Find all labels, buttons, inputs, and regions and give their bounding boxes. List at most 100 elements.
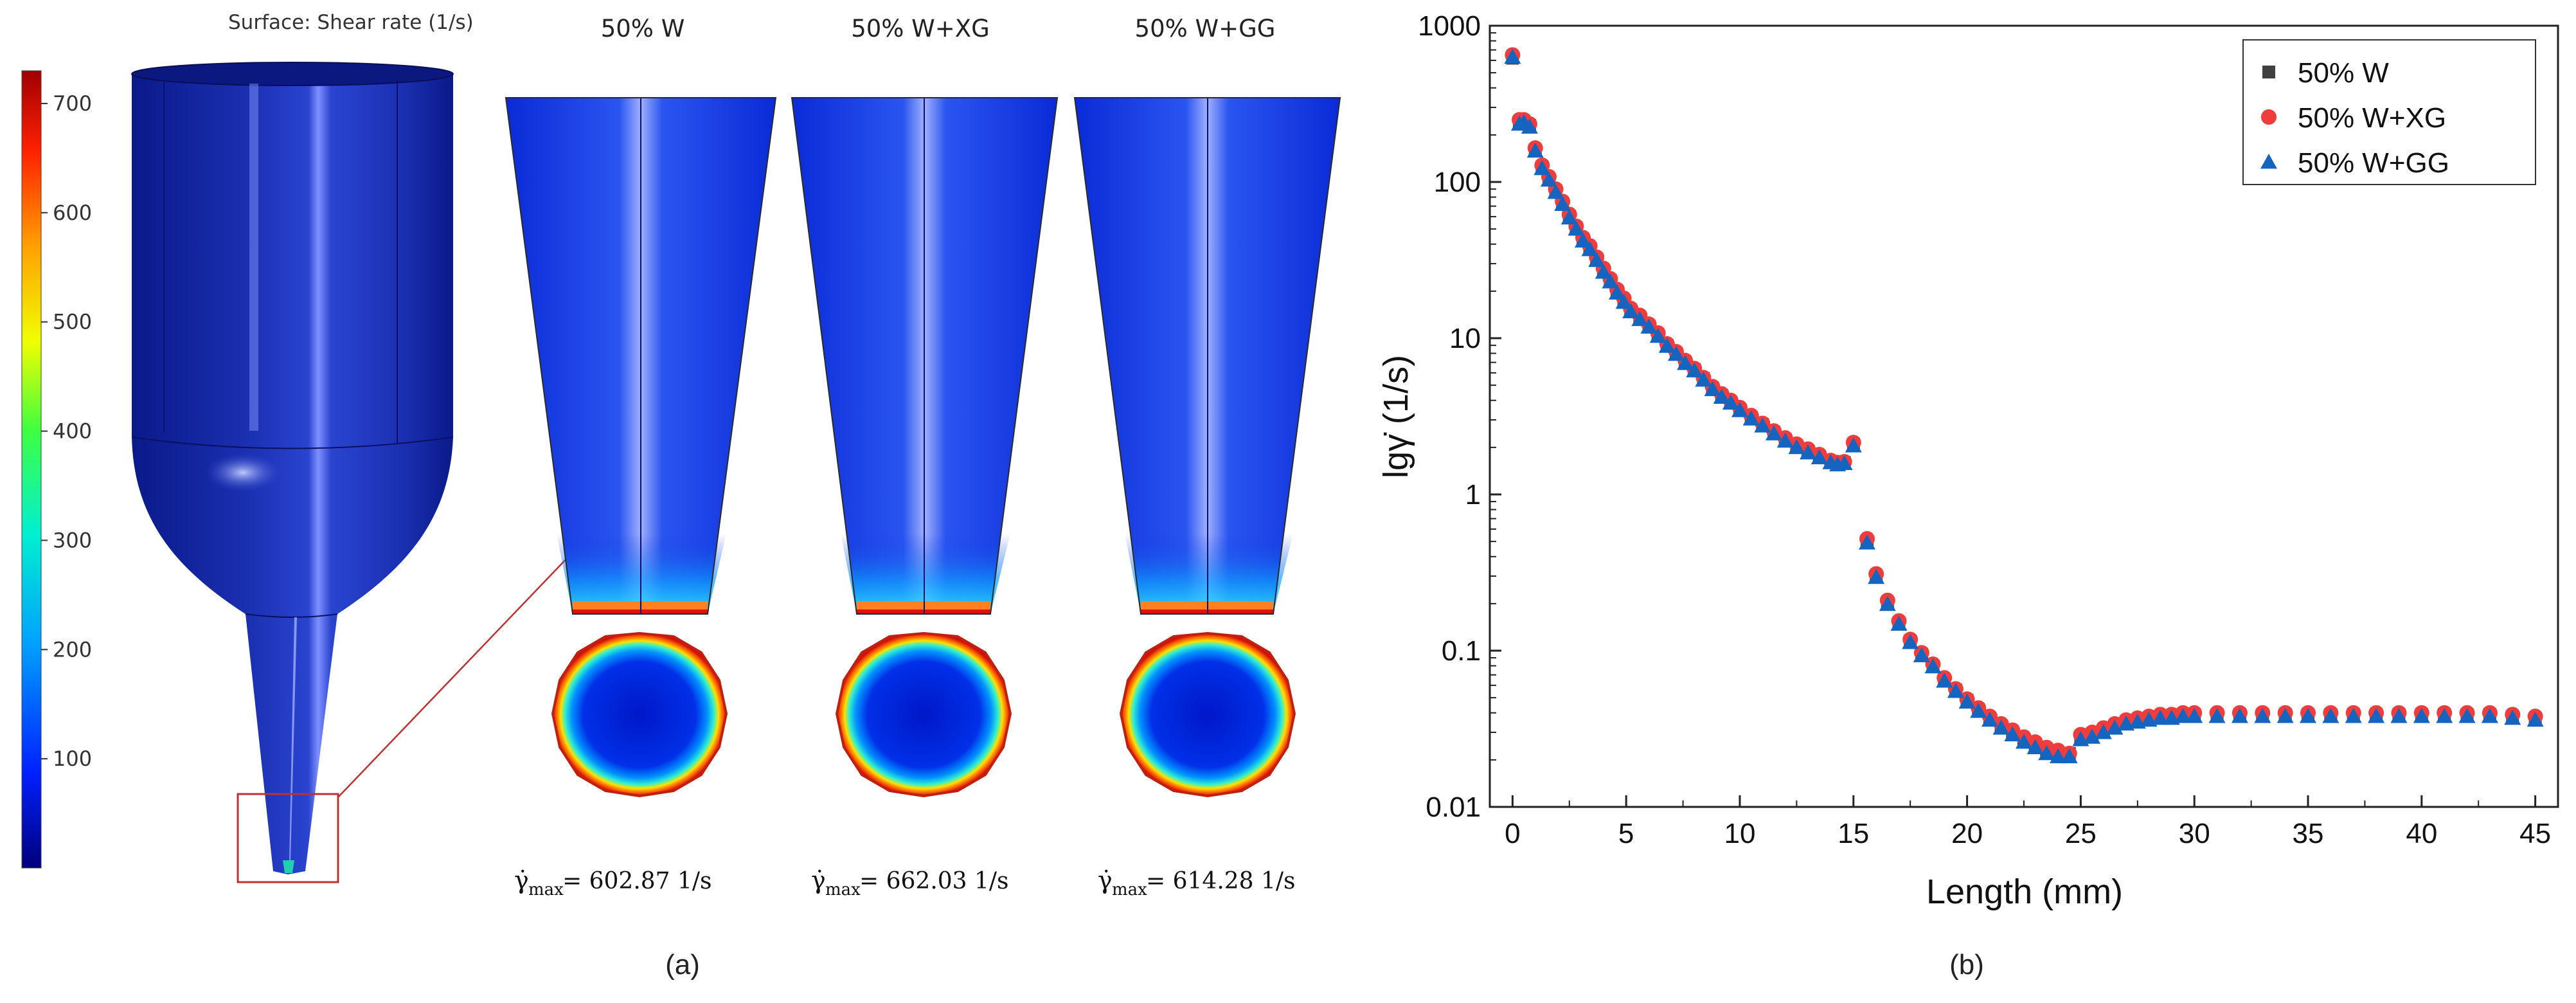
x-tick-label: 25 [2065, 818, 2097, 849]
data-point [1936, 673, 1953, 688]
gamma-symbol: γ̇ [811, 866, 826, 894]
x-tick-label: 45 [2519, 818, 2551, 849]
data-point [1640, 318, 1658, 334]
cone-outline [1073, 97, 1341, 615]
y-tick-label: 0.01 [1426, 791, 1481, 823]
data-point [1836, 455, 1853, 471]
data-point [1631, 311, 1649, 327]
zoom-box [237, 793, 339, 883]
nozzle-body [132, 74, 453, 874]
case-views: 50% W γ̇ max = 602.87 1/s 50% W+XG [505, 15, 1341, 899]
data-point [1788, 438, 1805, 455]
gamma-max-value: = 602.87 1/s [562, 868, 712, 894]
data-point [2231, 708, 2248, 723]
data-point [1615, 294, 1632, 309]
data-point [1649, 327, 1667, 343]
cross-section [835, 631, 1012, 798]
y-axis-ticks: 0.01 0.1 1 10 100 1000 [1418, 10, 1501, 823]
colorbar: 700 600 500 400 300 200 100 [21, 70, 92, 869]
data-point [1667, 345, 1685, 361]
colorbar-ticks: 700 600 500 400 300 200 100 [41, 91, 92, 771]
data-point [1534, 160, 1551, 176]
data-point [1776, 432, 1794, 448]
data-point [2084, 728, 2101, 744]
cone-shear-band [841, 534, 1010, 614]
x-tick-label: 40 [2406, 818, 2437, 849]
data-point [1845, 437, 1862, 453]
x-tick-label: 35 [2293, 818, 2324, 849]
gamma-subscript: max [1112, 880, 1147, 899]
data-point [1504, 48, 1521, 64]
data-point [1868, 568, 1885, 584]
data-point [2186, 708, 2203, 723]
data-point [1811, 449, 1828, 465]
x-tick-label: 5 [1618, 818, 1634, 849]
gamma-symbol: γ̇ [514, 866, 529, 894]
panel-a: Surface: Shear rate (1/s) 700 600 500 400 30… [21, 11, 1341, 980]
case-title: 50% W [601, 15, 685, 42]
nozzle-tip-color [283, 860, 294, 873]
colorbar-gradient [21, 70, 42, 869]
cross-section [551, 631, 728, 798]
y-tick-label: 0.1 [1442, 635, 1481, 667]
data-point [1766, 425, 1783, 440]
data-point [2050, 748, 2067, 764]
case-w-gg: 50% W+GG γ̇ max = 614.28 1/s [1073, 15, 1341, 899]
data-point [1970, 703, 1987, 718]
colorbar-tick-label: 100 [53, 746, 92, 771]
y-tick-label: 10 [1449, 323, 1481, 354]
series-50-w-gg [1504, 48, 2544, 764]
colorbar-tick-label: 700 [53, 91, 92, 116]
data-point [1695, 372, 1712, 387]
data-point [2152, 709, 2169, 725]
x-tick-label: 10 [1724, 818, 1756, 849]
colorbar-tick-label: 300 [53, 528, 92, 552]
cross-section [1119, 631, 1296, 798]
data-point [2481, 708, 2498, 723]
data-point [2095, 724, 2112, 739]
gamma-max-value: = 662.03 1/s [859, 868, 1009, 894]
case-w-xg: 50% W+XG γ̇ max = 662.03 1/s [791, 15, 1059, 899]
data-point [1704, 381, 1721, 397]
cone-outline [505, 97, 777, 615]
data-point [1947, 683, 1964, 698]
data-point [1902, 634, 1919, 649]
x-tick-label: 15 [1838, 818, 1869, 849]
data-point [1677, 355, 1694, 370]
case-title: 50% W+GG [1135, 15, 1276, 42]
y-axis-label: lgγ̇ (1/s) [1377, 355, 1415, 478]
data-point [1722, 394, 1739, 410]
data-point [2345, 708, 2362, 723]
data-point [1588, 251, 1606, 267]
data-point [2458, 708, 2476, 723]
gamma-max-value: = 614.28 1/s [1146, 868, 1296, 894]
legend-label: 50% W+XG [2298, 102, 2446, 134]
data-point [1658, 338, 1676, 353]
data-point [1731, 402, 1748, 417]
x-tick-label: 0 [1505, 818, 1520, 849]
nozzle-tip-shine [289, 617, 297, 862]
gamma-subscript: max [825, 880, 861, 899]
data-point [2174, 708, 2192, 723]
nozzle-shine [249, 84, 258, 431]
nozzle-seam-lower [245, 613, 338, 618]
nozzle-top-rim [131, 62, 454, 86]
data-point [1800, 444, 1817, 460]
cone-shear-band [1125, 534, 1293, 614]
data-point [1622, 303, 1640, 319]
colorbar-tick-label: 600 [53, 201, 92, 225]
y-tick-label: 100 [1434, 167, 1481, 198]
gamma-subscript: max [528, 880, 564, 899]
data-point [1913, 647, 1930, 663]
y-tick-label: 1 [1465, 479, 1481, 511]
legend-marker [2262, 66, 2275, 78]
data-point [2436, 708, 2453, 723]
data-point [2322, 708, 2339, 723]
legend-label: 50% W+GG [2298, 147, 2449, 179]
data-point [2061, 748, 2078, 764]
data-point [1981, 711, 1998, 727]
data-point [2254, 708, 2271, 723]
nozzle-seam [131, 437, 454, 449]
colorbar-tick-label: 200 [53, 637, 92, 662]
data-point [1742, 410, 1760, 426]
